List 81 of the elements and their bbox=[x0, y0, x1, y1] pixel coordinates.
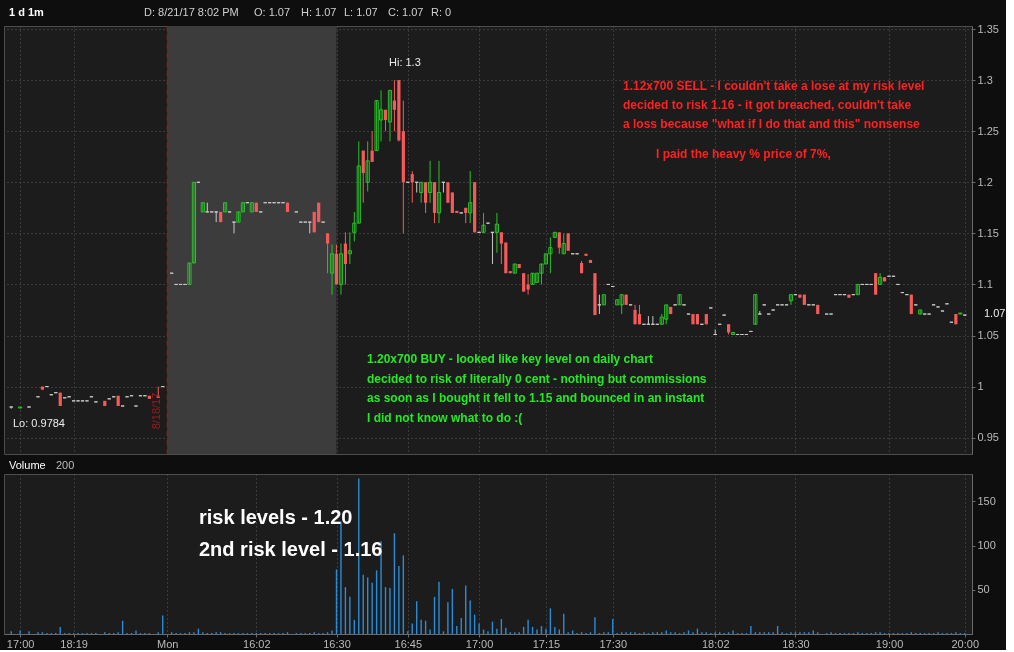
candlestick bbox=[468, 170, 473, 224]
candlestick bbox=[548, 236, 553, 274]
chart-title: Volume bbox=[9, 459, 46, 471]
x-tick-label: 17:00 bbox=[465, 637, 494, 650]
candlestick bbox=[561, 232, 566, 255]
text: 1.07 bbox=[984, 307, 1006, 319]
y-tick-label: 0.95 bbox=[977, 431, 999, 444]
y-tick-label: 1.1 bbox=[977, 277, 993, 290]
candlestick bbox=[601, 294, 606, 306]
candlestick bbox=[730, 331, 736, 335]
annotation: as soon as I bought it fell to 1.15 and bounced in an instant bbox=[367, 391, 705, 405]
x-tick-label: 16:02 bbox=[243, 637, 271, 650]
annotation: 8/18/17 bbox=[150, 392, 162, 430]
candlestick bbox=[365, 140, 370, 192]
annotation: 1.12x700 SELL - I couldn't take a lose at my risk level bbox=[623, 79, 925, 93]
candlestick bbox=[249, 202, 254, 213]
candlestick bbox=[958, 312, 963, 315]
y-tick-label: 50 bbox=[977, 583, 990, 596]
annotation: risk levels - 1.20 bbox=[199, 506, 353, 528]
candlestick bbox=[878, 272, 883, 285]
annotation: a loss because "what if I do that and this" nonsense bbox=[623, 117, 921, 131]
candlestick bbox=[387, 89, 393, 142]
candlestick bbox=[816, 304, 820, 315]
text: R: 0 bbox=[431, 6, 452, 18]
y-tick-label: 1.05 bbox=[977, 329, 999, 342]
candlestick bbox=[481, 212, 486, 233]
candlestick bbox=[329, 244, 335, 296]
chart-title: 1 d 1m bbox=[9, 6, 45, 18]
text: C: 1.07 bbox=[388, 6, 424, 18]
y-tick-label: 1 bbox=[977, 380, 984, 393]
candlestick bbox=[18, 406, 23, 409]
candlestick bbox=[530, 272, 535, 285]
candlestick bbox=[200, 202, 205, 213]
candlestick bbox=[338, 243, 344, 296]
annotation: I did not know what to do :( bbox=[367, 411, 523, 425]
x-tick-label: 20:00 bbox=[951, 637, 980, 650]
y-tick-label: 100 bbox=[977, 539, 996, 552]
candlestick bbox=[436, 160, 442, 224]
annotation: Lo: 0.9784 bbox=[13, 417, 65, 429]
x-tick-label: Mon bbox=[156, 637, 179, 650]
candlestick bbox=[494, 212, 500, 254]
candlestick bbox=[231, 221, 237, 234]
candlestick bbox=[677, 294, 682, 306]
y-tick-label: 1.35 bbox=[977, 22, 999, 35]
y-tick-label: 1.25 bbox=[977, 124, 999, 137]
x-tick-label: 17:00 bbox=[6, 637, 35, 650]
candlestick bbox=[918, 309, 923, 315]
annotation: I paid the heavy % price of 7%, bbox=[656, 147, 831, 161]
x-tick-label: 18:19 bbox=[60, 637, 88, 650]
candlestick bbox=[909, 294, 913, 315]
candlestick bbox=[753, 294, 758, 325]
annotation: 1.20x700 BUY - looked like key level on daily chart bbox=[367, 352, 653, 366]
candlestick bbox=[855, 283, 860, 296]
text: H: 1.07 bbox=[301, 6, 337, 18]
x-tick-label: 18:30 bbox=[782, 637, 810, 650]
candlestick bbox=[512, 263, 517, 274]
text: O: 1.07 bbox=[254, 6, 291, 18]
candlestick bbox=[552, 231, 557, 238]
x-tick-label: 19:00 bbox=[875, 637, 904, 650]
candlestick bbox=[223, 202, 228, 213]
x-tick-label: 18:02 bbox=[701, 637, 730, 650]
annotation: Hi: 1.3 bbox=[389, 56, 421, 68]
y-tick-label: 1.2 bbox=[977, 175, 993, 188]
text: L: 1.07 bbox=[344, 6, 378, 18]
chart-subtitle: 200 bbox=[56, 459, 75, 471]
candlestick bbox=[427, 160, 433, 204]
candlestick bbox=[669, 306, 673, 315]
annotation: decided to risk 1.16 - it got breached, couldn't take bbox=[623, 98, 912, 112]
y-tick-label: 150 bbox=[977, 494, 996, 507]
y-tick-label: 1.3 bbox=[977, 73, 993, 86]
candlestick bbox=[619, 294, 624, 315]
chart-subtitle: D: 8/21/17 8:02 PM bbox=[144, 6, 239, 18]
y-tick-label: 1.15 bbox=[977, 226, 999, 239]
candlestick bbox=[419, 181, 424, 204]
x-tick-label: 16:30 bbox=[323, 637, 351, 650]
annotation: decided to risk of literally 0 cent - nothing but commissions bbox=[367, 372, 707, 386]
candlestick bbox=[219, 211, 223, 223]
x-tick-label: 17:30 bbox=[599, 637, 628, 650]
candlestick bbox=[664, 304, 669, 325]
x-tick-label: 16:45 bbox=[394, 637, 423, 650]
x-tick-label: 17:15 bbox=[532, 637, 561, 650]
